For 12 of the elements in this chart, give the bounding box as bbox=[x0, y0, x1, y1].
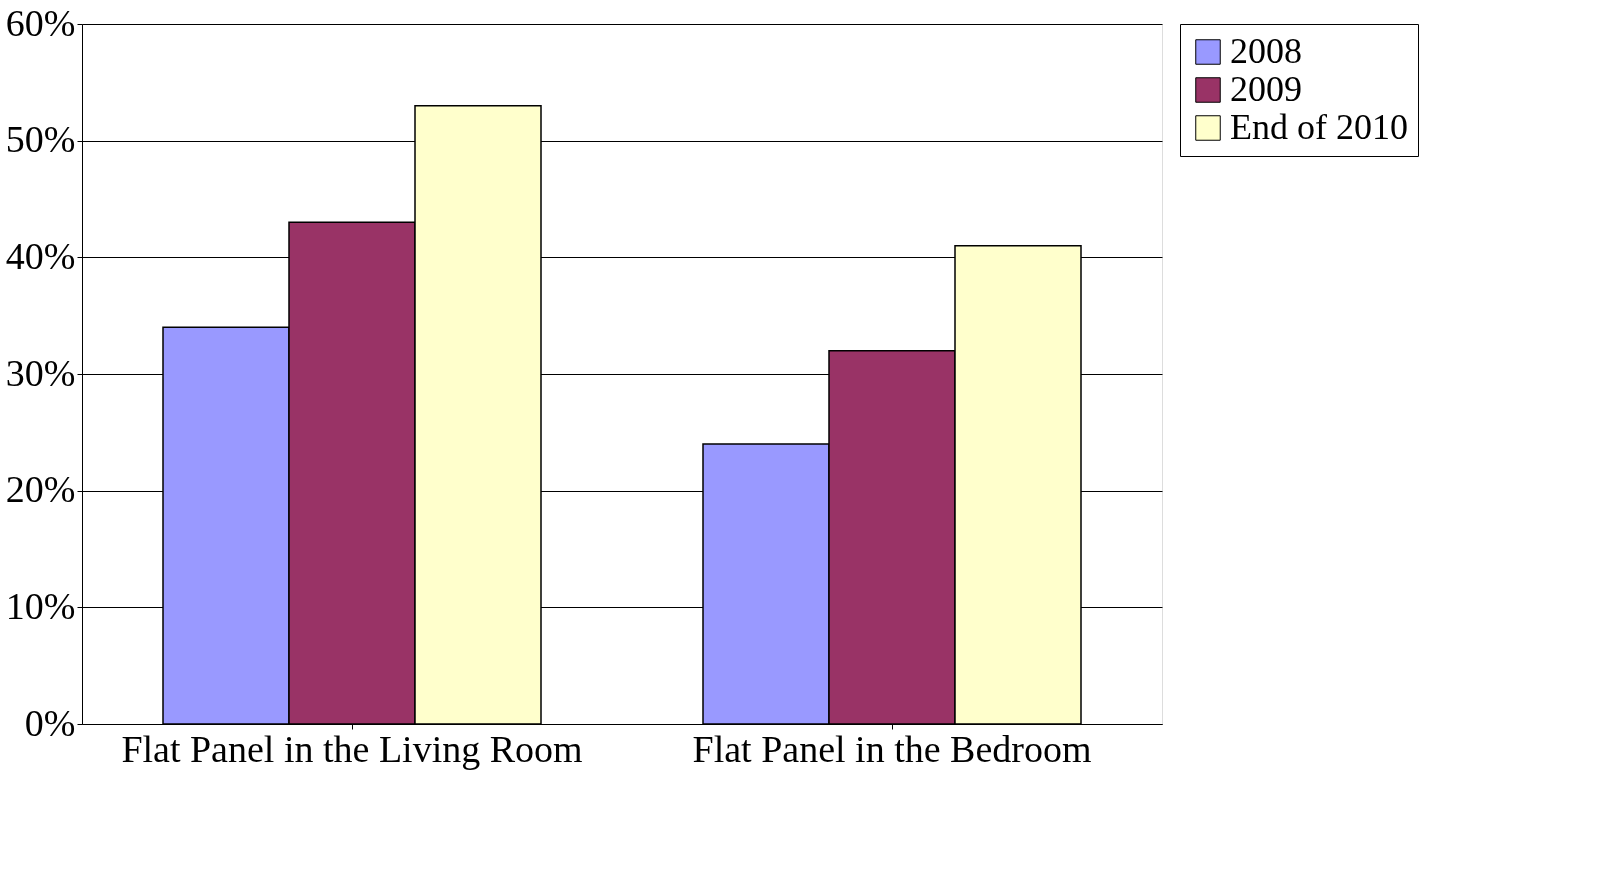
legend-label: 2008 bbox=[1230, 31, 1302, 71]
legend-label: End of 2010 bbox=[1230, 107, 1408, 147]
y-tick-label: 40% bbox=[5, 234, 76, 277]
y-tick-label: 30% bbox=[5, 351, 76, 394]
x-tick-label: Flat Panel in the Bedroom bbox=[692, 727, 1092, 770]
y-tick-label: 20% bbox=[5, 468, 76, 511]
y-tick-label: 0% bbox=[24, 701, 76, 744]
y-tick-label: 10% bbox=[5, 584, 76, 627]
x-tick-label: Flat Panel in the Living Room bbox=[121, 727, 583, 770]
y-tick-label: 60% bbox=[5, 1, 76, 44]
y-tick-label: 50% bbox=[5, 118, 76, 161]
legend-label: 2009 bbox=[1230, 69, 1302, 109]
